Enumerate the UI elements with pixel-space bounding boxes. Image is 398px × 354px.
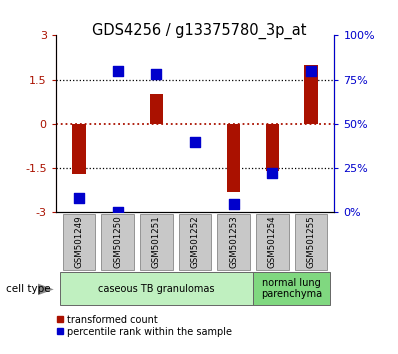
Point [115,68,121,74]
Polygon shape [38,284,54,295]
Bar [304,65,318,124]
Text: GDS4256 / g13375780_3p_at: GDS4256 / g13375780_3p_at [92,23,306,39]
Bar [72,124,86,174]
Bar [63,213,95,270]
Text: GSM501255: GSM501255 [306,215,316,268]
Point [76,195,82,201]
Bar [217,213,250,270]
Text: GSM501250: GSM501250 [113,215,122,268]
Text: normal lung
parenchyma: normal lung parenchyma [261,278,322,299]
Legend: transformed count, percentile rank within the sample: transformed count, percentile rank withi… [57,315,232,337]
Bar [253,272,330,305]
Bar [256,213,289,270]
Point [192,139,198,144]
Text: GSM501253: GSM501253 [229,215,238,268]
Bar [227,124,240,192]
Text: GSM501252: GSM501252 [191,215,199,268]
Point [269,171,275,176]
Bar [60,272,253,305]
Bar [150,95,163,124]
Bar [101,213,134,270]
Point [230,201,237,206]
Bar [140,213,173,270]
Bar [295,213,327,270]
Bar [179,213,211,270]
Point [308,68,314,74]
Point [115,210,121,215]
Text: GSM501249: GSM501249 [74,215,84,268]
Text: cell type: cell type [6,284,51,294]
Text: GSM501254: GSM501254 [268,215,277,268]
Text: caseous TB granulomas: caseous TB granulomas [98,284,215,293]
Text: GSM501251: GSM501251 [152,215,161,268]
Bar [265,124,279,171]
Point [153,72,160,77]
